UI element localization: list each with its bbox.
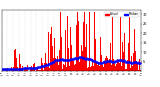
Legend: Actual, Median: Actual, Median — [104, 12, 139, 17]
